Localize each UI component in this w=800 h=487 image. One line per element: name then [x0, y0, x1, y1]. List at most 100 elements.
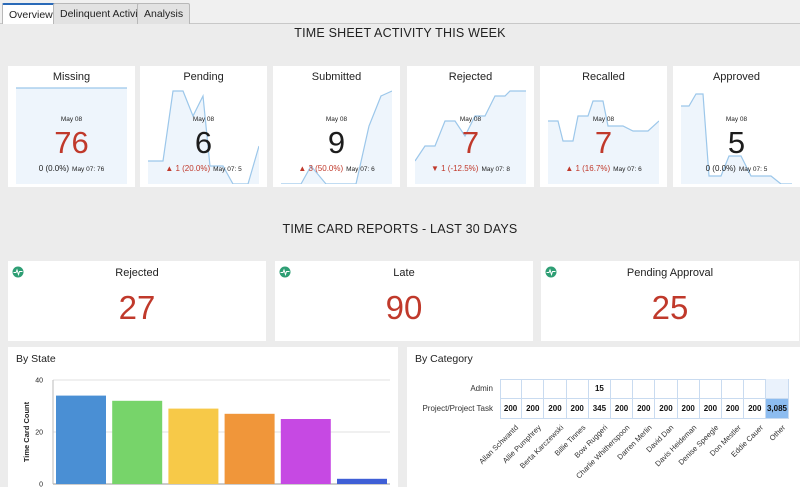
category-cell[interactable]: 200: [522, 399, 545, 419]
kpi-date: May 08: [592, 116, 615, 123]
grid-border: [500, 379, 501, 419]
category-cell[interactable]: 15: [588, 379, 611, 399]
kpi-value: 5: [727, 125, 746, 160]
category-cell[interactable]: [655, 379, 678, 399]
kpi-change: 0 (0.0%): [705, 164, 736, 173]
activity-icon: [545, 266, 557, 278]
category-cell[interactable]: 345: [588, 399, 611, 419]
category-cell[interactable]: [611, 379, 634, 399]
kpi-previous: May 07: 6: [346, 166, 375, 173]
tab-bar: Overview Delinquent Activity Analysis: [0, 0, 800, 25]
kpi-previous: May 07: 76: [72, 166, 105, 173]
kpi-card-submitted[interactable]: Submitted May 08 9 ▲ 3 (50.0%) May 07: 6: [273, 66, 400, 187]
activity-icon: [279, 266, 291, 278]
category-cell[interactable]: [722, 379, 745, 399]
activity-icon: [12, 266, 24, 278]
kpi-value: 7: [594, 125, 613, 160]
category-cell[interactable]: 200: [699, 399, 722, 419]
y-axis-label: Time Card Count: [22, 401, 31, 462]
category-cell[interactable]: 200: [566, 399, 589, 419]
kpi-label: Submitted: [311, 71, 362, 83]
kpi-previous: May 07: 5: [738, 166, 768, 173]
kpi-change: ▲ 1 (16.7%): [565, 164, 611, 173]
report-label: Pending Approval: [626, 267, 714, 279]
y-tick-label: 20: [35, 430, 43, 437]
kpi-card-approved[interactable]: Approved May 08 5 0 (0.0%) May 07: 5: [673, 66, 800, 187]
kpi-label: Rejected: [448, 71, 493, 83]
category-cell[interactable]: [744, 379, 767, 399]
kpi-label: Approved: [712, 71, 761, 83]
kpi-card-rejected[interactable]: Rejected May 08 7 ▼ 1 (-12.5%) May 07: 8: [407, 66, 534, 187]
state-bar[interactable]: [337, 478, 387, 484]
report-card-late[interactable]: Late 90: [275, 261, 533, 341]
category-cell[interactable]: [522, 379, 545, 399]
kpi-change: 0 (0.0%): [38, 164, 70, 173]
kpi-card-recalled[interactable]: Recalled May 08 7 ▲ 1 (16.7%) May 07: 6: [540, 66, 667, 187]
kpi-card-pending[interactable]: Pending May 08 6 ▲ 1 (20.0%) May 07: 5: [140, 66, 267, 187]
kpi-value: 76: [54, 125, 89, 160]
category-cell[interactable]: [500, 379, 523, 399]
kpi-value: 9: [327, 125, 346, 160]
reports-section-title: TIME CARD REPORTS - LAST 30 DAYS: [282, 222, 518, 236]
sparkline: [16, 87, 127, 184]
kpi-date: May 08: [325, 116, 348, 123]
y-tick-label: 40: [35, 378, 43, 385]
sparkline: [281, 90, 392, 184]
category-cell[interactable]: 200: [500, 399, 523, 419]
tab-delinquent-activity[interactable]: Delinquent Activity: [53, 3, 153, 24]
tab-overview[interactable]: Overview: [2, 3, 60, 25]
category-cell[interactable]: 200: [544, 399, 567, 419]
category-cell[interactable]: 200: [677, 399, 700, 419]
kpi-delta: ▲ 1 (16.7%) May 07: 6: [540, 164, 667, 173]
category-row-label: Admin: [470, 384, 493, 393]
category-cell[interactable]: 200: [744, 399, 767, 419]
state-bar[interactable]: [224, 413, 275, 484]
kpi-date: May 08: [60, 116, 83, 123]
kpi-date: May 08: [192, 116, 215, 123]
sparkline: [548, 100, 659, 184]
state-bar[interactable]: [56, 395, 106, 484]
kpi-delta: ▼ 1 (-12.5%) May 07: 8: [407, 164, 534, 173]
state-bar[interactable]: [280, 419, 331, 484]
kpi-value: 7: [461, 125, 480, 160]
kpi-previous: May 07: 8: [481, 166, 511, 173]
report-value: 90: [385, 289, 423, 326]
state-bar[interactable]: [168, 408, 219, 484]
kpi-previous: May 07: 5: [213, 166, 242, 173]
category-cell[interactable]: 3,085: [766, 399, 789, 419]
by-state-chart: 40 20 0 Time Card Count: [22, 378, 390, 487]
kpi-previous: May 07: 6: [613, 166, 642, 173]
state-bar[interactable]: [112, 400, 163, 484]
kpi-label: Pending: [183, 71, 224, 83]
kpi-card-missing[interactable]: Missing May 08 76 0 (0.0%) May 07: 76: [8, 66, 135, 187]
category-cell[interactable]: 200: [633, 399, 656, 419]
kpi-delta: 0 (0.0%) May 07: 76: [8, 164, 135, 173]
sparkline: [681, 93, 792, 184]
category-cell[interactable]: [544, 379, 567, 399]
category-cell[interactable]: 200: [611, 399, 634, 419]
grid-border: [500, 379, 789, 380]
kpi-delta: ▲ 3 (50.0%) May 07: 6: [273, 164, 400, 173]
category-row-label: Project/Project Task: [422, 404, 493, 413]
tab-analysis[interactable]: Analysis: [137, 3, 191, 24]
kpi-delta: ▲ 1 (20.0%) May 07: 5: [140, 164, 267, 173]
kpi-label: Missing: [52, 71, 91, 83]
kpi-value: 6: [194, 125, 213, 160]
category-cell[interactable]: [566, 379, 589, 399]
kpi-change: ▲ 3 (50.0%): [298, 164, 344, 173]
report-card-pending-approval[interactable]: Pending Approval 25: [541, 261, 799, 341]
report-card-rejected[interactable]: Rejected 27: [8, 261, 266, 341]
category-cell[interactable]: 200: [722, 399, 745, 419]
category-cell[interactable]: [633, 379, 656, 399]
weekly-section-title: TIME SHEET ACTIVITY THIS WEEK: [294, 26, 506, 40]
category-cell[interactable]: 200: [655, 399, 678, 419]
by-state-title: By State: [16, 353, 56, 365]
category-cell[interactable]: [699, 379, 722, 399]
category-cell[interactable]: [677, 379, 700, 399]
kpi-delta: 0 (0.0%) May 07: 5: [673, 164, 800, 173]
category-cell[interactable]: [766, 379, 789, 399]
kpi-date: May 08: [459, 116, 482, 123]
sparkline: [415, 90, 526, 184]
by-category-panel: By Category: [407, 347, 800, 487]
kpi-change: ▲ 1 (20.0%): [165, 164, 211, 173]
